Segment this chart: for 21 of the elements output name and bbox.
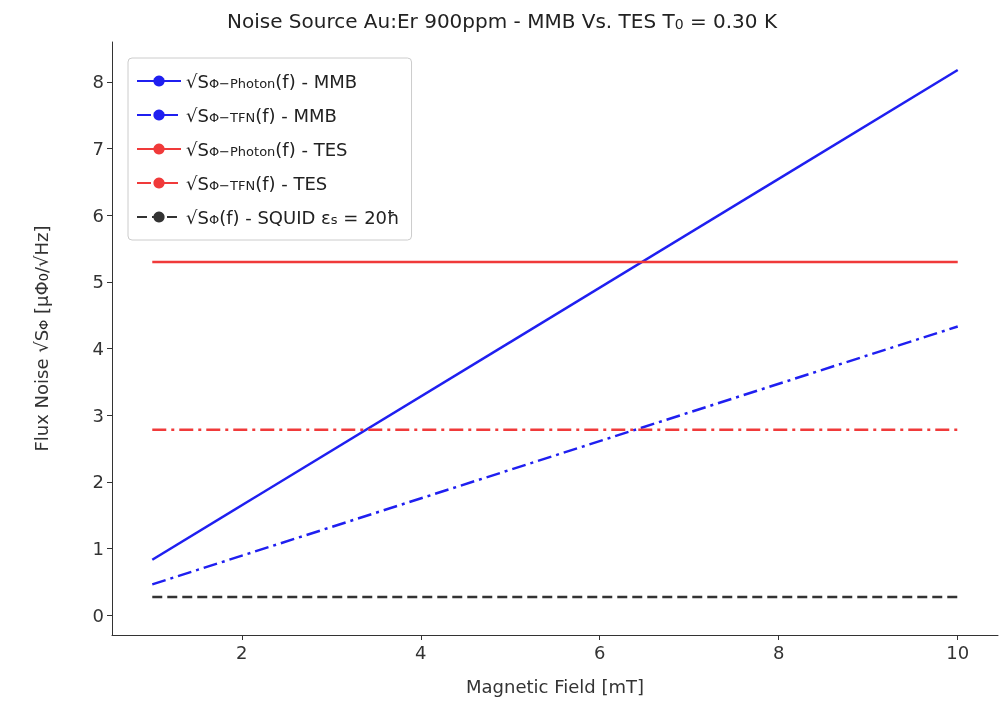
x-tick-label: 4 [415, 641, 427, 663]
x-tick-label: 2 [236, 641, 248, 663]
y-tick-label: 1 [92, 537, 104, 559]
y-tick-label: 8 [92, 71, 104, 93]
y-tick-label: 2 [92, 471, 104, 493]
x-axis-title: Magnetic Field [mT] [466, 675, 644, 697]
y-tick-label: 4 [92, 337, 104, 359]
legend-label: √SΦ−TFN(f) - TES [186, 172, 328, 194]
legend-label: √SΦ(f) - SQUID εs = 20ħ [186, 206, 400, 228]
y-tick-label: 3 [92, 404, 104, 426]
x-tick-label: 6 [594, 641, 606, 663]
chart-title: Noise Source Au:Er 900ppm - MMB Vs. TES T0 = 0.30 K [226, 9, 778, 33]
y-tick-label: 7 [92, 138, 104, 160]
legend-label: √SΦ−TFN(f) - MMB [186, 104, 337, 126]
legend-label: √SΦ−Photon(f) - TES [186, 138, 348, 160]
y-tick-label: 5 [92, 271, 104, 293]
legend-label: √SΦ−Photon(f) - MMB [186, 70, 358, 92]
x-tick-label: 8 [773, 641, 785, 663]
y-tick-label: 0 [92, 604, 104, 626]
x-tick-label: 10 [946, 641, 970, 663]
y-tick-label: 6 [92, 204, 104, 226]
